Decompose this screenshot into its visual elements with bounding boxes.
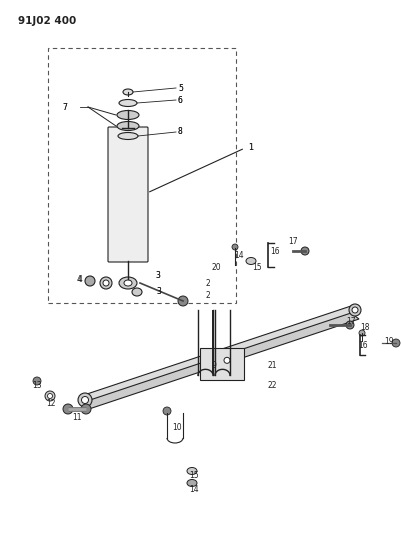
Ellipse shape (78, 393, 92, 407)
Text: 14: 14 (188, 484, 198, 494)
Text: 9: 9 (211, 360, 215, 369)
Ellipse shape (351, 307, 357, 313)
Text: 1: 1 (247, 143, 252, 152)
Text: 14: 14 (233, 251, 243, 260)
Ellipse shape (123, 89, 133, 95)
Ellipse shape (118, 133, 138, 140)
Ellipse shape (345, 321, 353, 329)
Text: 4: 4 (77, 274, 82, 284)
Circle shape (391, 339, 399, 347)
Ellipse shape (245, 257, 255, 264)
Circle shape (223, 357, 229, 364)
Text: 1: 1 (247, 143, 253, 152)
Bar (48, 48, 235, 303)
Text: 3: 3 (155, 271, 160, 279)
Text: 17: 17 (287, 237, 297, 246)
Circle shape (231, 244, 237, 250)
FancyBboxPatch shape (200, 349, 243, 381)
Ellipse shape (85, 276, 95, 286)
Ellipse shape (117, 110, 139, 119)
Ellipse shape (63, 404, 73, 414)
Text: 6: 6 (178, 95, 182, 104)
Text: 8: 8 (178, 127, 182, 136)
Ellipse shape (117, 122, 139, 131)
Text: 13: 13 (32, 381, 42, 390)
Ellipse shape (47, 393, 53, 399)
Ellipse shape (100, 277, 112, 289)
Text: 2: 2 (205, 279, 210, 287)
Ellipse shape (186, 467, 196, 474)
Text: 19: 19 (383, 336, 393, 345)
Text: 20: 20 (211, 263, 221, 272)
Polygon shape (81, 306, 358, 403)
Text: 4: 4 (78, 274, 83, 284)
Text: 3: 3 (155, 271, 160, 279)
Text: 7: 7 (62, 102, 67, 111)
Text: 18: 18 (359, 324, 369, 333)
Ellipse shape (132, 288, 142, 296)
Ellipse shape (348, 304, 360, 316)
Ellipse shape (358, 330, 364, 336)
Ellipse shape (119, 277, 137, 289)
Text: 2: 2 (205, 290, 210, 300)
Ellipse shape (186, 480, 196, 487)
Text: 7: 7 (62, 102, 67, 111)
Circle shape (178, 296, 188, 306)
Ellipse shape (103, 280, 109, 286)
Text: 3: 3 (156, 287, 160, 295)
Text: 21: 21 (267, 360, 277, 369)
Ellipse shape (81, 397, 88, 403)
Ellipse shape (45, 391, 55, 401)
Text: 10: 10 (172, 424, 181, 432)
Circle shape (162, 407, 170, 415)
Text: 16: 16 (357, 341, 367, 350)
Ellipse shape (300, 247, 308, 255)
Polygon shape (81, 313, 358, 409)
Text: 11: 11 (72, 413, 81, 422)
Text: 3: 3 (156, 287, 160, 295)
Text: 16: 16 (269, 246, 279, 255)
Text: 22: 22 (267, 381, 277, 390)
Text: 5: 5 (178, 84, 182, 93)
Text: 8: 8 (178, 127, 182, 136)
Text: 91J02 400: 91J02 400 (18, 16, 76, 26)
Ellipse shape (81, 404, 91, 414)
Text: 6: 6 (178, 95, 182, 104)
Ellipse shape (119, 100, 137, 107)
Text: 15: 15 (188, 472, 198, 481)
Text: 12: 12 (46, 399, 55, 408)
Text: 15: 15 (251, 262, 261, 271)
Ellipse shape (124, 280, 132, 286)
FancyBboxPatch shape (108, 127, 148, 262)
Circle shape (33, 377, 41, 385)
Text: 5: 5 (178, 84, 182, 93)
Text: 17: 17 (345, 317, 355, 326)
